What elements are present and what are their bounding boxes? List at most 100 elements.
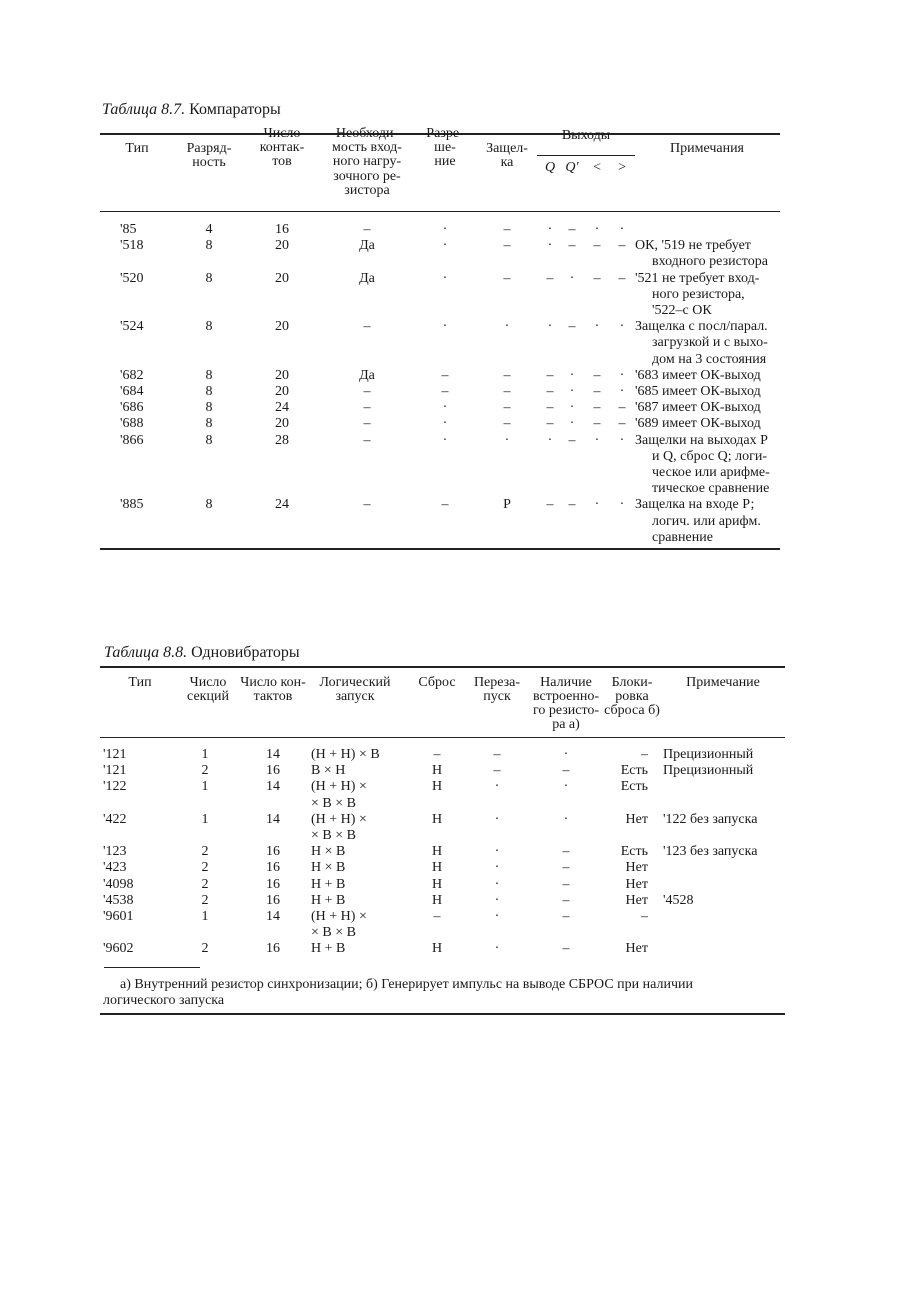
- row-note: '689 имеет ОК-выход: [635, 416, 761, 432]
- row-output: ·: [547, 319, 553, 335]
- row-output: ·: [619, 319, 625, 335]
- row-output: –: [593, 416, 601, 432]
- row-output: –: [618, 238, 626, 254]
- row-output: –: [568, 497, 576, 513]
- row-type: '9602: [103, 941, 134, 957]
- row-note: ОК, '519 не требует: [635, 238, 751, 254]
- row-output: –: [593, 270, 601, 286]
- row-note: '122 без запуска: [663, 811, 758, 827]
- row-lockout: Нет: [625, 876, 648, 892]
- row-lockout: –: [641, 909, 648, 924]
- row-output: ·: [547, 432, 553, 448]
- row-type: '121: [103, 763, 127, 779]
- row-output: –: [568, 432, 576, 448]
- column-header: Сброс: [418, 675, 456, 690]
- column-header: Разре-: [426, 126, 464, 141]
- row-reset: Н: [431, 811, 443, 827]
- row-type: '423: [103, 860, 127, 876]
- row-output: –: [593, 400, 601, 416]
- row-latch: ·: [504, 432, 510, 448]
- column-header: секций: [187, 689, 229, 704]
- row-output: ·: [619, 384, 625, 399]
- column-header: зочного ре-: [333, 168, 401, 184]
- row-note: '4528: [663, 892, 694, 908]
- row-pullup: –: [363, 432, 371, 448]
- column-header: Выходы: [561, 128, 611, 143]
- row-sections: 2: [201, 941, 209, 957]
- row-resistor: ·: [563, 779, 569, 795]
- row-bits: 8: [205, 238, 213, 254]
- row-lockout: Нет: [625, 811, 648, 827]
- row-enable: –: [441, 497, 449, 513]
- row-output: –: [568, 222, 576, 237]
- row-sections: 1: [201, 909, 209, 924]
- row-trigger: (Н + Н) ×: [311, 909, 367, 924]
- row-latch: –: [503, 222, 511, 237]
- row-pullup: –: [363, 416, 371, 432]
- column-header: мость вход-: [332, 140, 402, 156]
- row-retrigger: –: [493, 763, 501, 779]
- table-name: Одновибраторы: [191, 644, 300, 661]
- footnote-rule: [104, 967, 200, 968]
- row-pins: 20: [275, 416, 289, 432]
- row-pullup: Да: [359, 270, 375, 286]
- row-type: '85: [120, 222, 137, 237]
- row-note: дом на 3 состояния: [652, 351, 767, 367]
- column-header: тов: [272, 154, 292, 170]
- row-pins: 24: [275, 400, 289, 416]
- row-output: ·: [594, 497, 600, 513]
- row-pullup: –: [363, 319, 371, 335]
- row-output: ·: [569, 384, 575, 399]
- row-trigger: × В × В: [311, 828, 356, 843]
- row-note: и Q, сброс Q; логи-: [652, 448, 768, 464]
- row-latch: –: [503, 238, 511, 254]
- row-sections: 2: [201, 892, 209, 908]
- column-header: >: [617, 160, 627, 175]
- row-pins: 20: [275, 238, 289, 254]
- row-trigger: (Н + Н) ×: [311, 811, 367, 827]
- row-output: ·: [594, 319, 600, 335]
- row-pins: 16: [266, 844, 280, 860]
- row-sections: 1: [201, 779, 209, 795]
- column-header: встроенно-: [532, 689, 600, 704]
- row-trigger: × В × В: [311, 795, 356, 811]
- row-resistor: ·: [563, 811, 569, 827]
- row-trigger: Н + В: [311, 876, 346, 892]
- column-header: Примечания: [669, 141, 745, 156]
- row-retrigger: –: [493, 747, 501, 762]
- row-retrigger: ·: [494, 909, 500, 924]
- row-bits: 8: [205, 400, 213, 416]
- row-note: Прецизионный: [663, 747, 754, 762]
- row-pins: 16: [266, 941, 280, 957]
- row-output: ·: [619, 497, 625, 513]
- row-latch: –: [503, 416, 511, 432]
- row-trigger: Н + В: [311, 892, 346, 908]
- row-output: –: [593, 238, 601, 254]
- row-output: ·: [619, 222, 625, 237]
- row-pins: 14: [266, 811, 280, 827]
- column-header: ность: [192, 155, 226, 171]
- row-retrigger: ·: [494, 941, 500, 957]
- row-note: логич. или арифм.: [652, 513, 761, 529]
- row-trigger: В × Н: [311, 763, 346, 779]
- row-note: Прецизионный: [663, 763, 754, 779]
- row-enable: ·: [442, 319, 448, 335]
- row-lockout: Нет: [625, 892, 648, 908]
- row-note: ческое или арифме-: [652, 465, 770, 480]
- header-rule: [100, 737, 785, 738]
- table-title: Таблица 8.8. Одновибраторы: [104, 644, 300, 662]
- row-type: '122: [103, 779, 127, 795]
- row-latch: ·: [504, 319, 510, 335]
- row-note: '685 имеет ОК-выход: [635, 384, 761, 399]
- row-note: '687 имеет ОК-выход: [635, 400, 761, 416]
- row-trigger: (Н + Н) ×: [311, 779, 367, 795]
- row-latch: –: [503, 367, 511, 383]
- column-header: Q′: [565, 160, 579, 175]
- row-pins: 24: [275, 497, 289, 513]
- row-type: '123: [103, 844, 127, 860]
- row-retrigger: ·: [494, 844, 500, 860]
- row-sections: 2: [201, 763, 209, 779]
- column-header: ного нагру-: [332, 154, 402, 170]
- row-enable: ·: [442, 222, 448, 237]
- row-output: –: [546, 400, 554, 416]
